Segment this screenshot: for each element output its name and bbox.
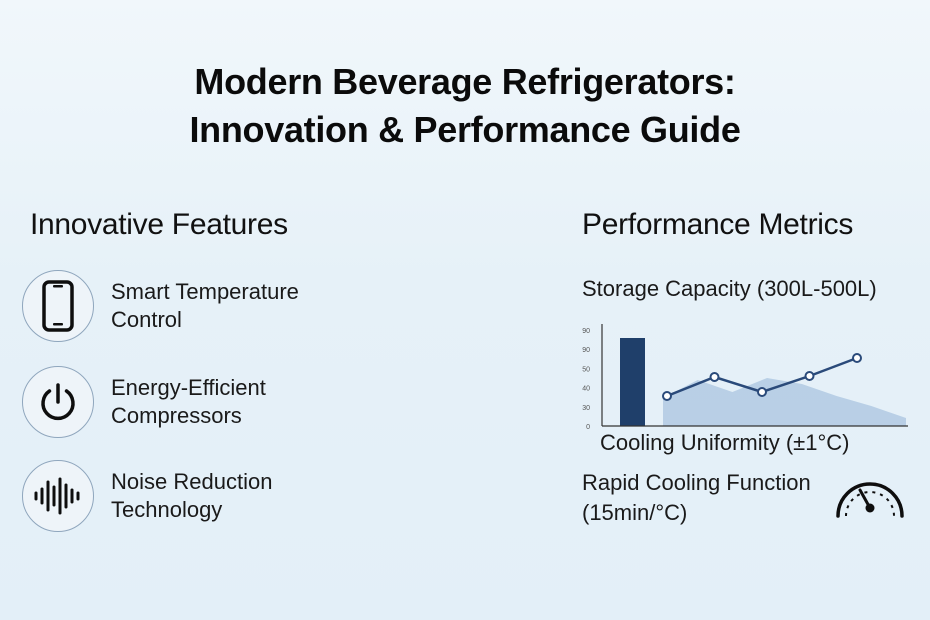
metrics-heading: Performance Metrics	[582, 208, 854, 241]
chart-point	[804, 371, 815, 381]
feature-label: Noise Reduction Technology	[111, 468, 341, 524]
page-title: Modern Beverage Refrigerators: Innovatio…	[0, 58, 930, 154]
feature-label-line-2: Compressors	[111, 403, 242, 428]
rapid-cooling-line-2: (15min/°C)	[582, 500, 688, 525]
chart-y-tick-label: 90	[582, 347, 590, 354]
rapid-cooling-line-1: Rapid Cooling Function	[582, 470, 811, 495]
chart-y-tick-label: 90	[582, 328, 590, 335]
feature-label-line-1: Smart Temperature	[111, 279, 299, 304]
feature-label: Energy-Efficient Compressors	[111, 374, 341, 430]
performance-chart: 0 30 40 50 90 90	[582, 324, 908, 431]
title-line-1: Modern Beverage Refrigerators:	[194, 61, 736, 102]
sound-wave-icon	[22, 460, 94, 532]
chart-point	[757, 387, 767, 397]
chart-y-tick-label: 30	[582, 405, 590, 412]
feature-label-line-2: Technology	[111, 497, 223, 522]
power-icon	[22, 366, 94, 438]
feature-energy-efficient: Energy-Efficient Compressors	[22, 366, 341, 438]
features-heading: Innovative Features	[30, 208, 288, 241]
chart-area	[663, 378, 906, 426]
chart-point	[709, 372, 720, 382]
smartphone-icon	[22, 270, 94, 342]
feature-label-line-1: Noise Reduction	[111, 469, 273, 494]
chart-point	[852, 353, 862, 363]
chart-y-tick-label: 0	[586, 424, 590, 431]
chart-point	[662, 391, 672, 401]
feature-label-line-1: Energy-Efficient	[111, 375, 266, 400]
title-line-2: Innovation & Performance Guide	[189, 109, 741, 150]
speedometer-gauge-icon	[836, 482, 904, 518]
cooling-uniformity-label: Cooling Uniformity (±1°C)	[600, 430, 850, 455]
feature-label: Smart Temperature Control	[111, 278, 341, 334]
storage-capacity-label: Storage Capacity (300L-500L)	[582, 276, 877, 301]
feature-noise-reduction: Noise Reduction Technology	[22, 460, 341, 532]
rapid-cooling-label: Rapid Cooling Function (15min/°C)	[582, 468, 811, 528]
feature-smart-temperature: Smart Temperature Control	[22, 270, 341, 342]
chart-y-tick-label: 40	[582, 386, 590, 393]
feature-label-line-2: Control	[111, 307, 182, 332]
chart-y-tick-label: 50	[582, 366, 590, 373]
chart-bar	[620, 338, 645, 426]
